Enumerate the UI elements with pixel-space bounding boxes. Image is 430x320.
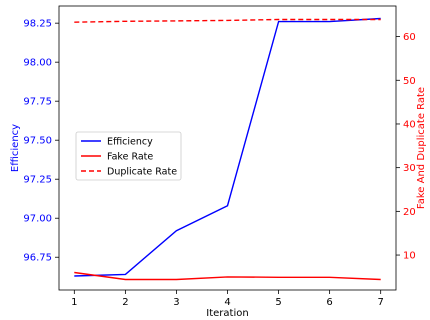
series-line-duplicate-rate [74, 18, 381, 23]
legend: Efficiency Fake Rate Duplicate Rate [75, 131, 182, 181]
x-tick-label: 7 [377, 297, 383, 308]
y-left-tick-label: 97.75 [23, 97, 52, 108]
legend-label: Fake Rate [107, 152, 153, 163]
y-left-tick-label: 98.00 [23, 58, 52, 69]
x-tick-label: 5 [275, 297, 281, 308]
series-line-fake-rate [74, 271, 381, 281]
y-left-axis-label: Efficiency [10, 124, 21, 172]
y-right-tick-label: 40 [403, 119, 416, 130]
y-left-tick-label: 97.25 [23, 175, 52, 186]
series-layer [74, 17, 381, 281]
x-tick-label: 6 [326, 297, 332, 308]
y-right-tick-label: 60 [403, 32, 416, 43]
y-right-tick-label: 30 [403, 163, 416, 174]
y-right-tick-label: 50 [403, 76, 416, 87]
y-right-axis-label: Fake And Duplicate Rate [416, 87, 427, 209]
legend-label: Duplicate Rate [107, 167, 177, 178]
x-tick-label: 2 [122, 297, 128, 308]
y-right-tick-label: 20 [403, 207, 416, 218]
y-left-tick-label: 97.50 [23, 136, 52, 147]
y-left-tick-label: 98.25 [23, 19, 52, 30]
legend-label: Efficiency [107, 137, 153, 148]
axes-layer: 1 2 3 4 5 6 7 Iteration 96.75 97.00 97.25 97.50 97.7… [10, 5, 427, 319]
x-tick-label: 4 [224, 297, 230, 308]
y-left-tick-label: 96.75 [23, 253, 52, 264]
x-tick-label: 3 [173, 297, 179, 308]
x-tick-label: 1 [71, 297, 77, 308]
legend-box [75, 131, 182, 181]
y-right-tick-label: 10 [403, 251, 416, 262]
x-axis-label: Iteration [206, 308, 248, 319]
y-left-tick-label: 97.00 [23, 214, 52, 225]
series-line-efficiency [74, 17, 381, 277]
